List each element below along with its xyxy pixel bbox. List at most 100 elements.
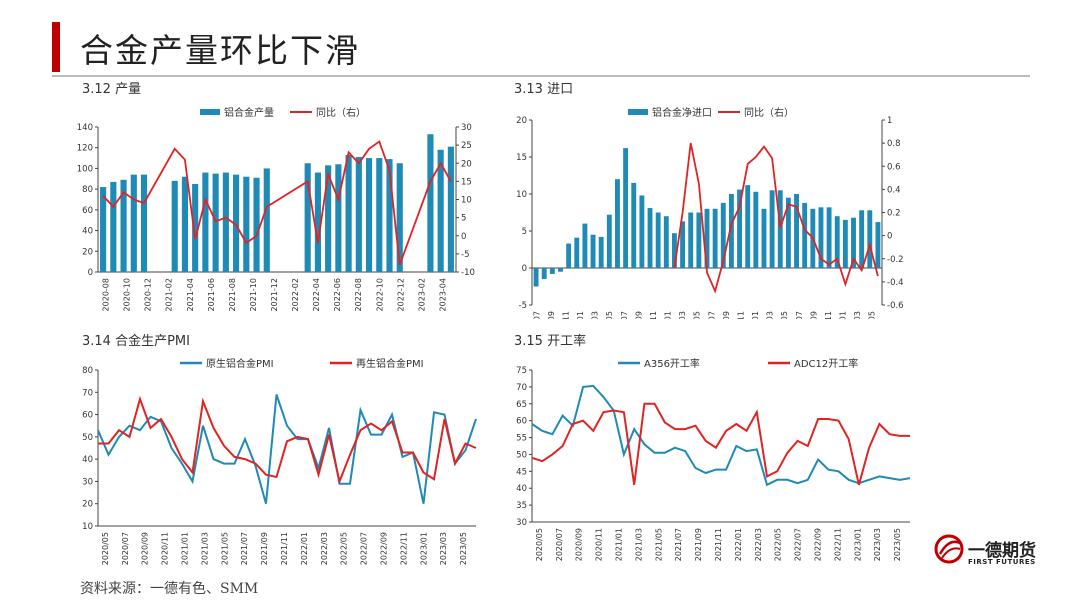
bar <box>623 148 629 268</box>
y-tick-label: 70 <box>516 383 527 393</box>
y-tick-label: 20 <box>82 247 93 257</box>
bar <box>639 195 645 268</box>
x-tick-label: 2022-01 <box>751 311 760 319</box>
x-tick-label: 2020-01 <box>576 311 585 319</box>
chart-import: 铝合金净进口 同比（右） -5 0 5 10 15 20 -0.6 -0.4 -0.2 0 0.2 0.4… <box>506 97 926 319</box>
series-line-2 <box>98 395 477 485</box>
x-tick-label: 2021/11 <box>714 528 723 561</box>
bar <box>785 197 791 268</box>
title-divider <box>52 75 1030 77</box>
y-tick-label: 50 <box>82 433 93 443</box>
bar <box>598 236 604 268</box>
bar <box>582 223 588 268</box>
x-tick-label: 2022-07 <box>795 311 804 319</box>
x-tick-label: 2021-07 <box>707 311 716 319</box>
x-tick-label: 2020/07 <box>121 532 130 565</box>
x-tick-label: 2022/01 <box>300 532 309 565</box>
y-tick-label: 50 <box>516 450 527 460</box>
bar <box>842 219 848 268</box>
bar <box>263 168 270 272</box>
y-tick-label: 20 <box>82 500 93 510</box>
legend-label: ADC12开工率 <box>794 357 858 370</box>
bar <box>655 212 661 268</box>
bar <box>110 181 117 272</box>
bar <box>826 207 832 268</box>
caption-operating-rate: 3.15 开工率 <box>514 334 587 349</box>
title-accent-bar <box>52 22 60 72</box>
bar <box>688 212 694 268</box>
bar <box>304 163 311 272</box>
y-tick-label: 70 <box>82 388 93 398</box>
bar <box>672 233 677 268</box>
bar <box>802 202 808 268</box>
y-right-tick-label: 1 <box>887 116 892 126</box>
x-tick-label: 2023-02 <box>417 278 426 311</box>
bar <box>728 194 734 268</box>
x-tick-label: 2021-10 <box>249 278 258 311</box>
x-tick-label: 2021-06 <box>207 278 216 311</box>
y-right-tick-label: 25 <box>461 141 472 151</box>
chart-pmi-svg: 原生铝合金PMI 再生铝合金PMI 10 20 30 40 50 60 70 80 2020/05 2… <box>82 357 477 565</box>
y-tick-label: 40 <box>82 455 93 465</box>
y-right-tick-label: -0.2 <box>887 255 904 265</box>
bar <box>335 164 342 272</box>
logo-mark-icon <box>934 534 964 564</box>
bar <box>859 210 865 268</box>
bar <box>737 189 742 268</box>
x-tick-label: 2021-08 <box>228 278 237 311</box>
x-tick-label: 2021/11 <box>280 532 289 565</box>
bar <box>533 268 539 287</box>
x-tick-label: 2020/05 <box>101 532 110 565</box>
x-tick-label: 2022/09 <box>813 528 822 561</box>
series-line-1 <box>531 384 911 487</box>
x-tick-label: 2022-05 <box>780 311 789 319</box>
y-tick-label: 120 <box>77 144 93 154</box>
legend-label: 铝合金净进口 <box>652 106 712 119</box>
x-tick-label: 2019-07 <box>532 311 541 319</box>
x-tick-label: 2021/03 <box>634 528 643 561</box>
x-tick-label: 2023/05 <box>893 528 902 561</box>
x-tick-label: 2021/09 <box>694 528 703 561</box>
x-tick-label: 2021/01 <box>181 532 190 565</box>
chart-pmi: 原生铝合金PMI 再生铝合金PMI 10 20 30 40 50 60 70 80 2020/05 2… <box>72 348 492 570</box>
bar <box>777 190 783 268</box>
y-right-tick-label: -0.4 <box>887 278 904 288</box>
x-tick-label: 2021-09 <box>722 311 731 319</box>
chart-operating-rate-svg: A356开工率 ADC12开工率 30 35 40 45 50 55 60 65 70 75 2020/… <box>516 357 911 561</box>
bar <box>794 194 799 268</box>
x-tick-label: 2022/11 <box>399 532 408 565</box>
bar <box>222 172 229 272</box>
x-tick-label: 2021-05 <box>693 311 702 319</box>
bar <box>663 216 669 268</box>
x-tick-label: 2020-08 <box>102 278 111 311</box>
company-logo: 一德期货 FIRST FUTURES <box>934 534 1044 574</box>
x-tick-label: 2021-12 <box>270 278 279 311</box>
bar <box>769 190 775 268</box>
x-tick-label: 2021/07 <box>674 528 683 561</box>
chart-production-svg: 铝合金产量 同比（右） 0 20 40 60 80 100 120 140 -10 -5 0 5 10 15 2… <box>77 106 475 311</box>
page-title: 合金产量环比下滑 <box>80 31 360 70</box>
chart-operating-rate: A356开工率 ADC12开工率 30 35 40 45 50 55 60 65 70 75 2020/… <box>506 348 926 570</box>
series-line-2 <box>531 402 910 486</box>
y-right-tick-label: 30 <box>461 123 472 133</box>
bar <box>355 157 362 272</box>
bar <box>396 163 403 272</box>
bar <box>541 268 547 280</box>
bar <box>140 174 148 272</box>
bar <box>202 172 209 272</box>
bar <box>212 173 219 272</box>
bar <box>325 165 332 272</box>
y-right-tick-label: 0 <box>461 232 466 242</box>
x-tick-label: 2020-10 <box>123 278 132 311</box>
bar <box>606 214 612 268</box>
y-tick-label: 30 <box>516 518 527 528</box>
legend-label: 同比（右） <box>316 106 366 119</box>
x-tick-label: 2022-10 <box>375 278 384 311</box>
series-line-yoy <box>102 140 452 266</box>
bar <box>314 172 321 272</box>
x-tick-label: 2021-11 <box>736 311 745 319</box>
y-right-tick-label: -0.6 <box>887 301 904 311</box>
x-tick-label: 2020-11 <box>649 311 658 319</box>
x-tick-label: 2023-04 <box>438 278 447 311</box>
x-tick-label: 2021/07 <box>240 532 249 565</box>
